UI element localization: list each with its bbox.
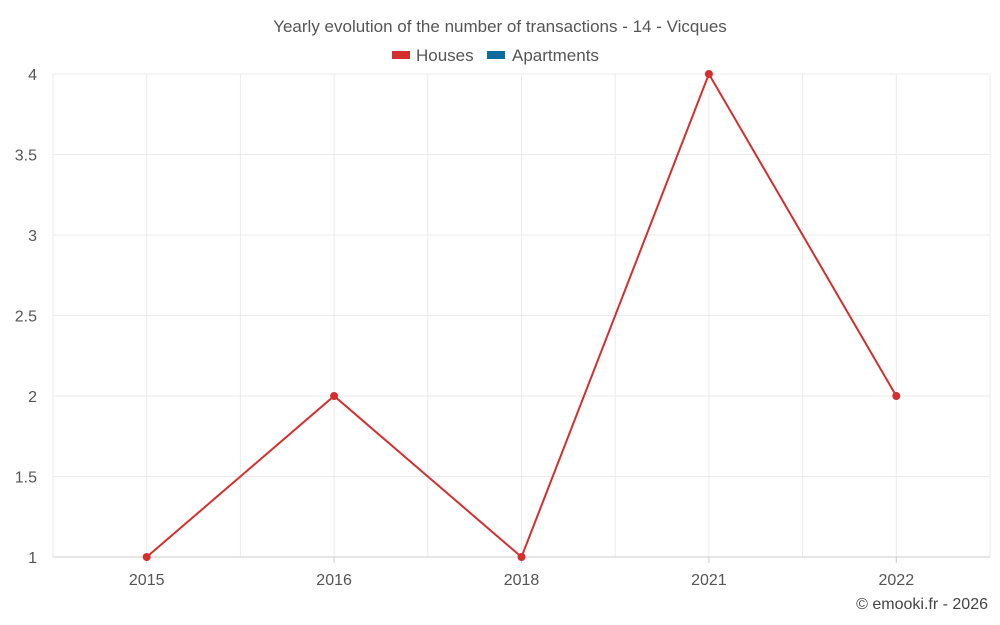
series-layer bbox=[142, 70, 901, 561]
y-tick-label: 1 bbox=[28, 550, 37, 567]
legend-swatch-apartments bbox=[487, 51, 505, 59]
x-tick-label: 2016 bbox=[316, 572, 352, 589]
data-point-houses[interactable] bbox=[892, 392, 901, 400]
chart-title: Yearly evolution of the number of transa… bbox=[273, 17, 727, 36]
x-axis-ticks: 2015 2016 2018 2021 2022 bbox=[129, 557, 914, 589]
y-tick-label: 2 bbox=[28, 389, 37, 406]
y-tick-label: 4 bbox=[28, 67, 37, 84]
legend: Houses Apartments bbox=[392, 46, 599, 65]
legend-swatch-houses bbox=[392, 51, 410, 59]
x-tick-label: 2018 bbox=[504, 572, 540, 589]
data-point-houses[interactable] bbox=[517, 553, 526, 561]
data-point-houses[interactable] bbox=[142, 553, 151, 561]
data-point-houses[interactable] bbox=[704, 70, 713, 78]
y-tick-label: 1.5 bbox=[15, 470, 37, 487]
x-tick-label: 2015 bbox=[129, 572, 165, 589]
legend-label-houses: Houses bbox=[416, 46, 474, 65]
grid-lines bbox=[52, 73, 991, 557]
y-tick-label: 3 bbox=[28, 228, 37, 245]
y-tick-label: 3.5 bbox=[15, 148, 37, 165]
x-tick-label: 2021 bbox=[691, 572, 727, 589]
legend-item-houses[interactable]: Houses bbox=[392, 46, 474, 65]
x-tick-label: 2022 bbox=[879, 572, 915, 589]
y-axis-ticks: 1 1.5 2 2.5 3 3.5 4 bbox=[15, 67, 37, 567]
legend-item-apartments[interactable]: Apartments bbox=[487, 46, 599, 65]
credit-text: © emooki.fr - 2026 bbox=[856, 596, 988, 613]
data-point-houses[interactable] bbox=[330, 392, 339, 400]
legend-label-apartments: Apartments bbox=[512, 46, 599, 65]
y-tick-label: 2.5 bbox=[15, 309, 37, 326]
